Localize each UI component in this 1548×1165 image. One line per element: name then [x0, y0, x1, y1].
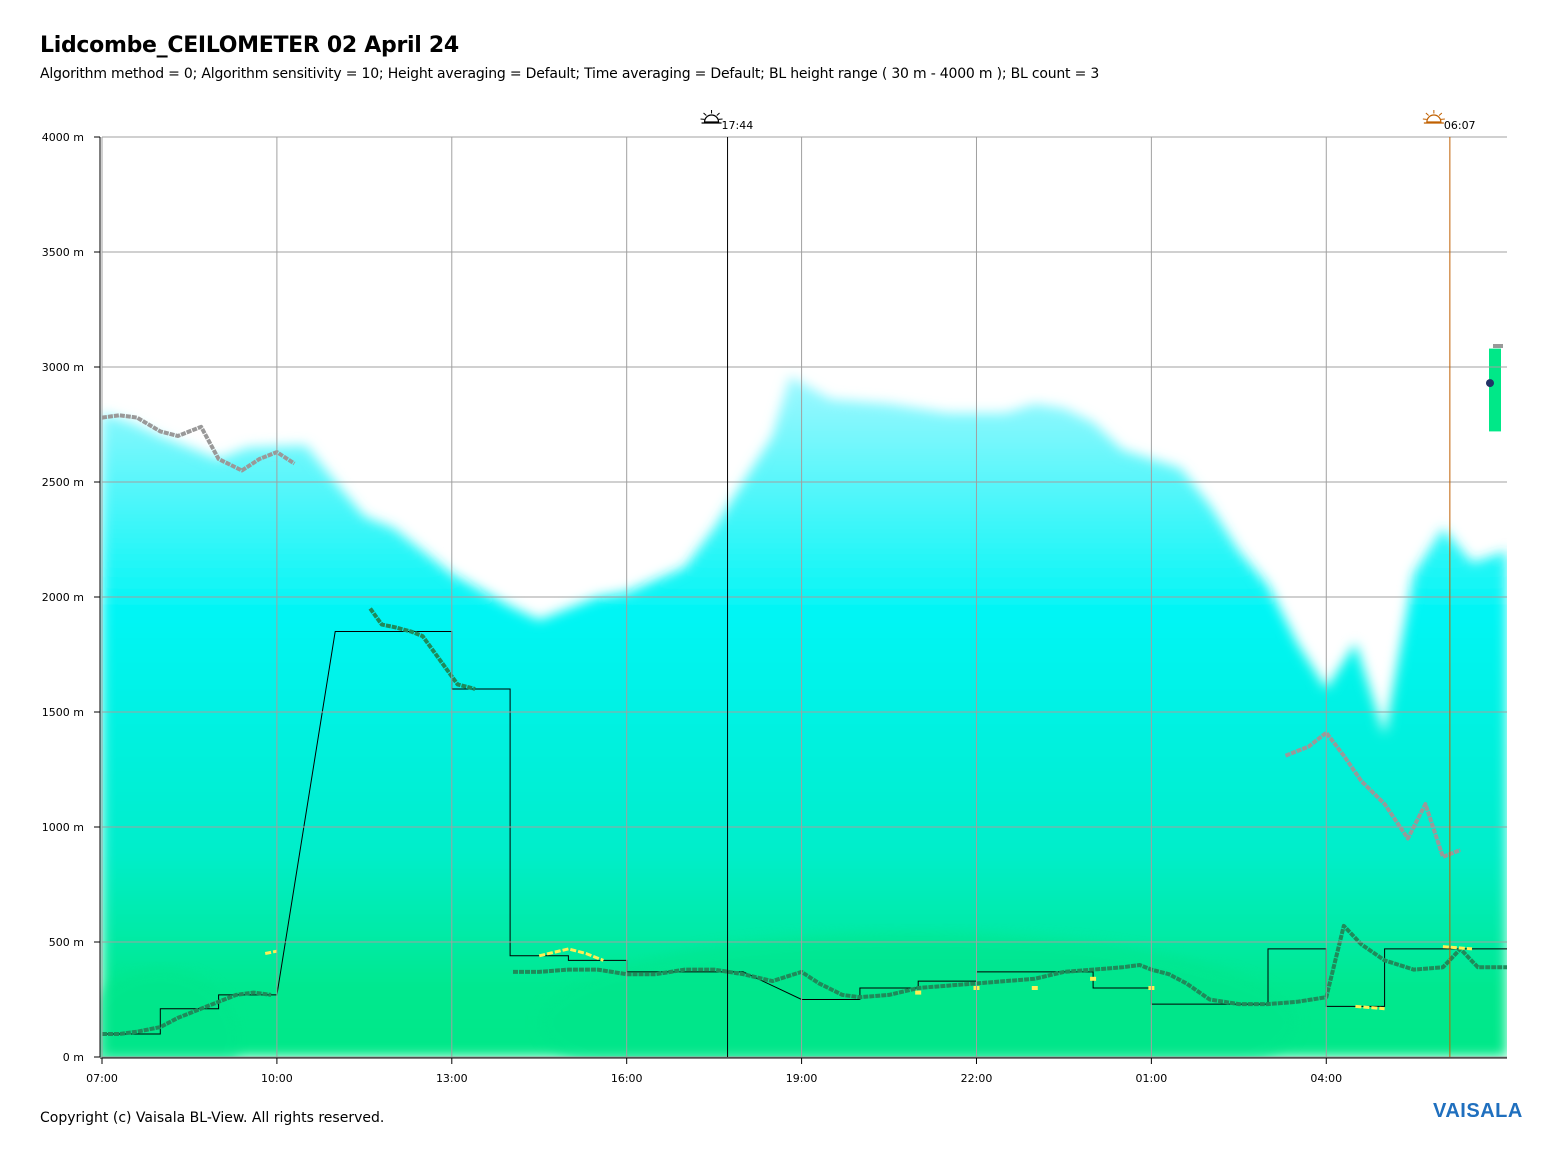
- x-tick: 07:00: [86, 1058, 118, 1085]
- bl-series-grey: [101, 413, 296, 473]
- y-tick: 3500 m: [42, 246, 100, 259]
- bl-series-grey: [1284, 730, 1462, 859]
- x-tick-label: 13:00: [436, 1072, 468, 1085]
- near-ground-signal: [100, 968, 241, 1057]
- sun-ray: [716, 112, 720, 116]
- sun-half: [1426, 114, 1442, 123]
- bl-point-yellow: [1031, 986, 1038, 990]
- y-tick-label: 1500 m: [42, 706, 84, 719]
- edge-bl-grey: [1493, 344, 1503, 348]
- y-tick-label: 3500 m: [42, 246, 84, 259]
- x-tick-label: 19:00: [786, 1072, 818, 1085]
- y-tick: 1000 m: [42, 821, 100, 834]
- backscatter-area: [102, 376, 1507, 1057]
- sun-ray: [703, 112, 707, 116]
- bl-point-yellow: [1090, 976, 1097, 981]
- x-tick: 19:00: [786, 1058, 818, 1085]
- y-tick: 1500 m: [42, 706, 100, 719]
- bl-series-dark-green: [368, 607, 476, 691]
- edge-signal-patch: [1489, 348, 1501, 432]
- x-tick: 01:00: [1136, 1058, 1168, 1085]
- y-tick-label: 0 m: [63, 1051, 84, 1064]
- x-tick: 04:00: [1310, 1058, 1342, 1085]
- sunrise-time-label: 06:07: [1444, 119, 1476, 132]
- y-tick-label: 2500 m: [42, 476, 84, 489]
- sun-half: [703, 114, 720, 123]
- sun-ray: [1425, 112, 1429, 116]
- chart-subtitle: Algorithm method = 0; Algorithm sensitiv…: [40, 66, 1100, 82]
- x-tick: 10:00: [261, 1058, 293, 1085]
- vaisala-logo: VAISALA: [1433, 1100, 1523, 1122]
- y-tick-label: 500 m: [49, 936, 84, 949]
- bl-series-yellow: [264, 949, 278, 955]
- y-tick: 2500 m: [42, 476, 100, 489]
- bl-step-line: [102, 631, 1507, 1035]
- y-tick-label: 3000 m: [42, 361, 84, 374]
- bl-series-yellow: [538, 947, 604, 962]
- y-tick: 3000 m: [42, 361, 100, 374]
- edge-marker: [1486, 379, 1494, 388]
- chart-title: Lidcombe_CEILOMETER 02 April 24: [40, 33, 459, 58]
- bl-point-yellow: [915, 990, 922, 995]
- x-tick-label: 10:00: [261, 1072, 293, 1085]
- y-tick: 4000 m: [42, 131, 100, 144]
- x-tick-label: 16:00: [611, 1072, 643, 1085]
- sun-ray: [1438, 112, 1443, 116]
- y-tick: 2000 m: [42, 591, 100, 604]
- sunset-time-label: 17:44: [722, 119, 754, 132]
- bl-series-yellow: [1355, 1004, 1385, 1011]
- x-tick: 16:00: [611, 1058, 643, 1085]
- near-ground-signal: [538, 932, 1299, 1057]
- y-tick-label: 2000 m: [42, 591, 84, 604]
- x-tick: 13:00: [436, 1058, 468, 1085]
- x-tick-label: 07:00: [86, 1072, 118, 1085]
- y-tick-label: 1000 m: [42, 821, 84, 834]
- y-tick: 500 m: [49, 936, 100, 949]
- x-tick: 22:00: [961, 1058, 993, 1085]
- copyright-text: Copyright (c) Vaisala BL-View. All right…: [40, 1110, 385, 1126]
- y-tick-label: 4000 m: [42, 131, 84, 144]
- sunrise-icon: [1422, 110, 1445, 124]
- bl-series-dark-green: [513, 923, 1507, 1007]
- x-tick-label: 22:00: [961, 1072, 993, 1085]
- y-tick: 0 m: [63, 1051, 100, 1064]
- sunset-icon: [700, 110, 723, 124]
- bl-series-dark-green: [102, 990, 272, 1036]
- bl-series-yellow: [1442, 945, 1473, 951]
- x-tick-label: 04:00: [1310, 1072, 1342, 1085]
- x-tick-label: 01:00: [1136, 1072, 1168, 1085]
